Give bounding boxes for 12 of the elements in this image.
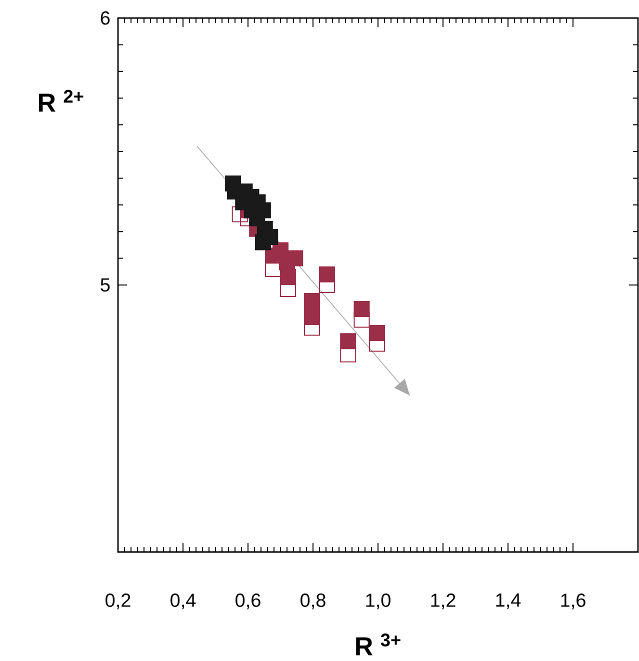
x-tick-label: 0,8 [300, 594, 326, 610]
x-axis-title: R $^{3+}$ [356, 634, 400, 656]
x-tick-label: 0,6 [236, 594, 260, 610]
y-tick-label: 5 [100, 278, 110, 292]
y-tick-label: 6 [100, 11, 110, 25]
y-axis-title: R $^{2+}$ [38, 90, 84, 112]
x-tick-label: 0,4 [170, 594, 196, 610]
x-tick-label: 1,0 [366, 594, 390, 610]
x-tick-label: 0,2 [106, 594, 130, 610]
x-tick-label: 1,6 [561, 594, 586, 610]
x-tick-label: 1,2 [431, 594, 456, 610]
x-tick-label: 1,4 [496, 594, 521, 610]
